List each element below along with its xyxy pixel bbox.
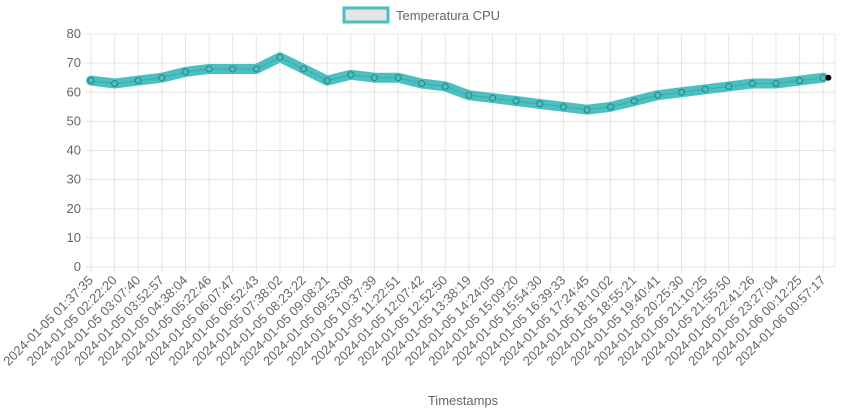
y-tick-label: 10: [67, 230, 81, 245]
data-point[interactable]: [748, 80, 756, 88]
x-axis-title: Timestamps: [428, 393, 499, 408]
data-point[interactable]: [725, 82, 733, 90]
series-layer: [86, 52, 832, 115]
y-tick-label: 0: [74, 259, 81, 274]
data-point[interactable]: [229, 65, 237, 73]
data-point[interactable]: [701, 85, 709, 93]
data-point[interactable]: [772, 80, 780, 88]
data-point[interactable]: [489, 94, 497, 102]
data-point[interactable]: [370, 74, 378, 82]
data-point[interactable]: [276, 53, 284, 61]
data-point[interactable]: [87, 77, 95, 85]
series-line: [86, 52, 829, 115]
data-point[interactable]: [181, 68, 189, 76]
y-axis-ticks: 0 10 20 30 40 50 60 70 80: [67, 26, 81, 274]
legend-swatch[interactable]: [342, 6, 390, 24]
data-point[interactable]: [347, 71, 355, 79]
y-tick-label: 80: [67, 26, 81, 41]
data-point[interactable]: [654, 91, 662, 99]
y-tick-label: 40: [67, 143, 81, 158]
data-point[interactable]: [512, 97, 520, 105]
y-tick-label: 60: [67, 84, 81, 99]
data-point[interactable]: [559, 103, 567, 111]
series-line-core: [90, 56, 824, 111]
data-point[interactable]: [796, 77, 804, 85]
data-point[interactable]: [205, 65, 213, 73]
data-point[interactable]: [630, 97, 638, 105]
data-point[interactable]: [819, 74, 827, 82]
data-point[interactable]: [607, 103, 615, 111]
grid: [85, 33, 836, 273]
data-point[interactable]: [677, 88, 685, 96]
data-point[interactable]: [418, 80, 426, 88]
y-tick-label: 30: [67, 172, 81, 187]
data-point[interactable]: [583, 106, 591, 114]
legend-label[interactable]: Temperatura CPU: [396, 8, 500, 23]
data-point[interactable]: [158, 74, 166, 82]
data-point[interactable]: [465, 91, 473, 99]
legend[interactable]: Temperatura CPU: [342, 6, 500, 24]
data-point[interactable]: [134, 77, 142, 85]
data-point[interactable]: [323, 77, 331, 85]
last-point-marker[interactable]: [825, 74, 832, 81]
data-point[interactable]: [536, 100, 544, 108]
y-tick-label: 20: [67, 201, 81, 216]
data-point[interactable]: [300, 65, 308, 73]
data-point[interactable]: [252, 65, 260, 73]
data-point[interactable]: [441, 82, 449, 90]
data-point[interactable]: [394, 74, 402, 82]
data-point[interactable]: [111, 80, 119, 88]
y-tick-label: 70: [67, 55, 81, 70]
y-tick-label: 50: [67, 113, 81, 128]
